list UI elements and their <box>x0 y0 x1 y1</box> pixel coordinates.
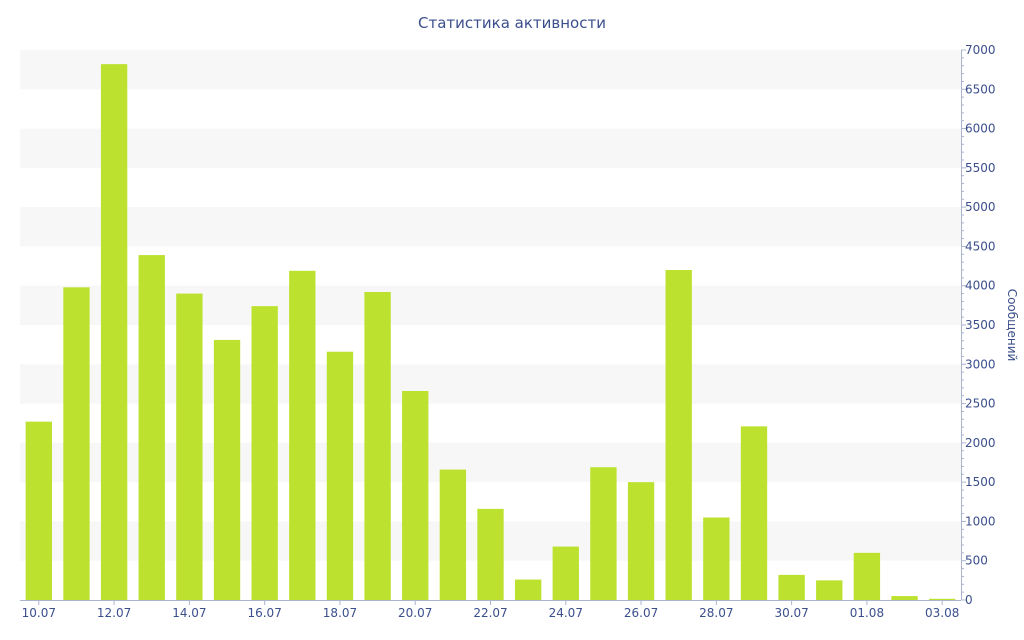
y-tick-label: 0 <box>965 593 973 607</box>
bar-12.07 <box>100 64 128 600</box>
x-tick-label: 26.07 <box>624 606 658 620</box>
bar-11.07 <box>63 287 90 600</box>
bar-02.08 <box>891 596 918 600</box>
bar-22.07 <box>477 508 504 600</box>
x-tick-label: 01.08 <box>850 606 884 620</box>
y-axis-title: Сообщений <box>1005 289 1019 362</box>
y-tick-label: 2000 <box>965 436 996 450</box>
x-tick-label: 20.07 <box>398 606 432 620</box>
x-tick-label: 03.08 <box>925 606 959 620</box>
bar-03.08 <box>929 598 956 600</box>
x-tick-label: 10.07 <box>22 606 56 620</box>
y-tick-label: 4500 <box>965 239 996 253</box>
chart-title: Статистика активности <box>418 14 606 32</box>
y-tick-label: 1500 <box>965 475 996 489</box>
y-tick-label: 2500 <box>965 397 996 411</box>
bar-17.07 <box>289 270 316 600</box>
bar-15.07 <box>213 339 241 600</box>
x-tick-label: 16.07 <box>247 606 281 620</box>
y-tick-label: 500 <box>965 554 988 568</box>
x-tick-label: 14.07 <box>172 606 206 620</box>
x-tick-label: 12.07 <box>97 606 131 620</box>
x-tick-label: 28.07 <box>699 606 733 620</box>
y-tick-label: 5500 <box>965 161 996 175</box>
y-tick-label: 6000 <box>965 122 996 136</box>
y-tick-label: 3000 <box>965 357 996 371</box>
bar-26.07 <box>627 482 655 600</box>
y-tick-label: 4000 <box>965 279 996 293</box>
bar-21.07 <box>439 469 467 600</box>
bar-01.08 <box>853 552 881 600</box>
bar-18.07 <box>326 351 354 600</box>
bar-13.07 <box>138 255 165 600</box>
bar-20.07 <box>402 391 429 600</box>
bar-10.07 <box>25 421 52 600</box>
grid-band <box>20 128 961 168</box>
bar-30.07 <box>778 574 805 600</box>
grid-band <box>20 50 961 90</box>
x-tick-label: 24.07 <box>549 606 583 620</box>
x-tick-label: 30.07 <box>774 606 808 620</box>
y-tick-label: 3500 <box>965 318 996 332</box>
bar-16.07 <box>251 306 278 600</box>
bar-23.07 <box>514 579 542 600</box>
y-tick-label: 6500 <box>965 82 996 96</box>
y-tick-label: 5000 <box>965 200 996 214</box>
x-tick-label: 18.07 <box>323 606 357 620</box>
bar-29.07 <box>740 426 768 600</box>
bar-28.07 <box>703 517 730 600</box>
bar-19.07 <box>364 292 391 600</box>
bar-31.07 <box>816 580 843 600</box>
y-tick-label: 7000 <box>965 43 996 57</box>
bar-14.07 <box>176 293 203 600</box>
bar-25.07 <box>590 467 617 600</box>
x-tick-label: 22.07 <box>473 606 507 620</box>
bar-24.07 <box>552 546 579 600</box>
bar-27.07 <box>665 270 692 600</box>
grid-band <box>20 207 961 247</box>
y-tick-label: 1000 <box>965 514 996 528</box>
